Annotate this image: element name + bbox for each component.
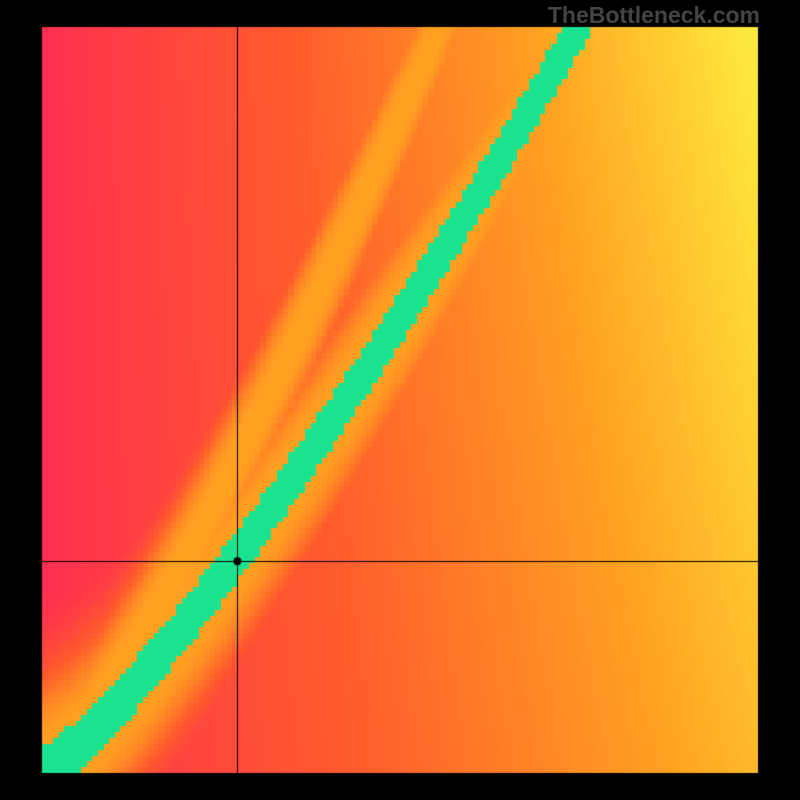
watermark-text: TheBottleneck.com — [548, 2, 760, 29]
figure-root: TheBottleneck.com — [0, 0, 800, 800]
bottleneck-heatmap — [0, 0, 800, 800]
